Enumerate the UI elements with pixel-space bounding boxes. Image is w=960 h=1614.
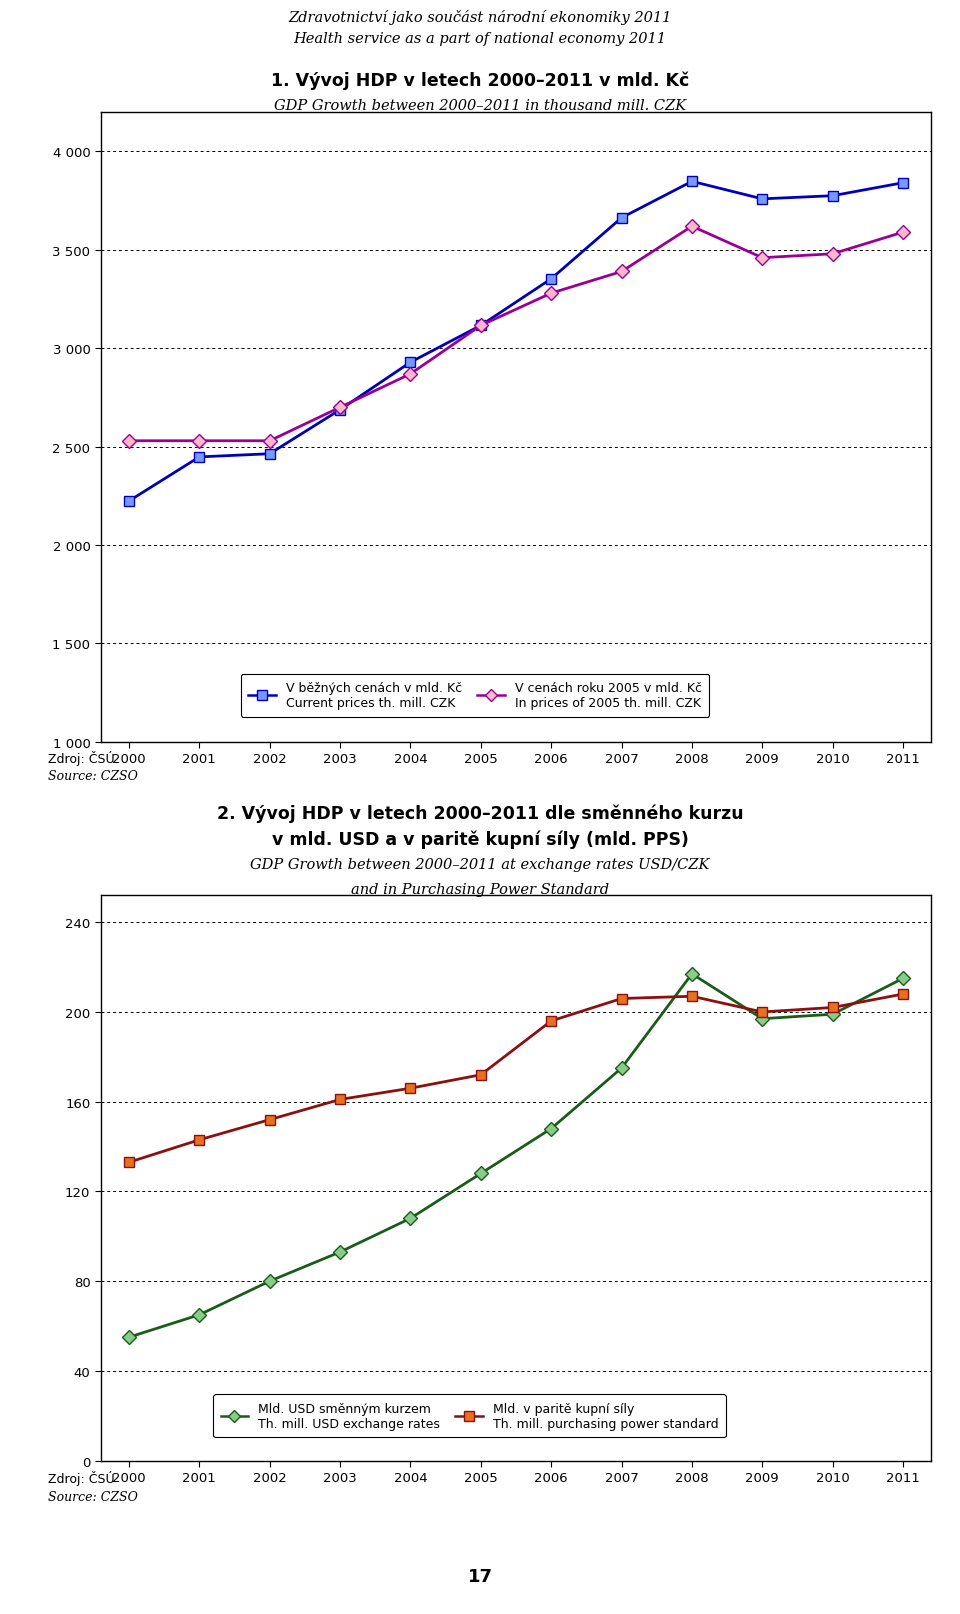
Text: 1. Vývoj HDP v letech 2000–2011 v mld. Kč: 1. Vývoj HDP v letech 2000–2011 v mld. K… [271, 71, 689, 89]
Text: 17: 17 [468, 1567, 492, 1585]
Text: Zdravotnictví jako součást národní ekonomiky 2011: Zdravotnictví jako součást národní ekono… [288, 11, 672, 26]
Text: Health service as a part of national economy 2011: Health service as a part of national eco… [294, 32, 666, 47]
Legend: Mld. USD směnným kurzem
Th. mill. USD exchange rates, Mld. v paritě kupní síly
T: Mld. USD směnným kurzem Th. mill. USD ex… [213, 1394, 726, 1438]
Text: Source: CZSO: Source: CZSO [48, 1490, 138, 1503]
Text: Zdroj: ČSÚ: Zdroj: ČSÚ [48, 1470, 114, 1485]
Text: GDP Growth between 2000–2011 at exchange rates USD/CZK: GDP Growth between 2000–2011 at exchange… [251, 859, 709, 872]
Text: Zdroj: ČSÚ: Zdroj: ČSÚ [48, 751, 114, 765]
Text: 2. Vývoj HDP v letech 2000–2011 dle směnného kurzu: 2. Vývoj HDP v letech 2000–2011 dle směn… [217, 804, 743, 822]
Text: v mld. USD a v paritě kupní síly (mld. PPS): v mld. USD a v paritě kupní síly (mld. P… [272, 831, 688, 849]
Text: and in Purchasing Power Standard: and in Purchasing Power Standard [351, 883, 609, 897]
Text: GDP Growth between 2000–2011 in thousand mill. CZK: GDP Growth between 2000–2011 in thousand… [274, 98, 686, 113]
Text: Source: CZSO: Source: CZSO [48, 770, 138, 783]
Legend: V běžných cenách v mld. Kč
Current prices th. mill. CZK, V cenách roku 2005 v ml: V běžných cenách v mld. Kč Current price… [241, 675, 709, 717]
